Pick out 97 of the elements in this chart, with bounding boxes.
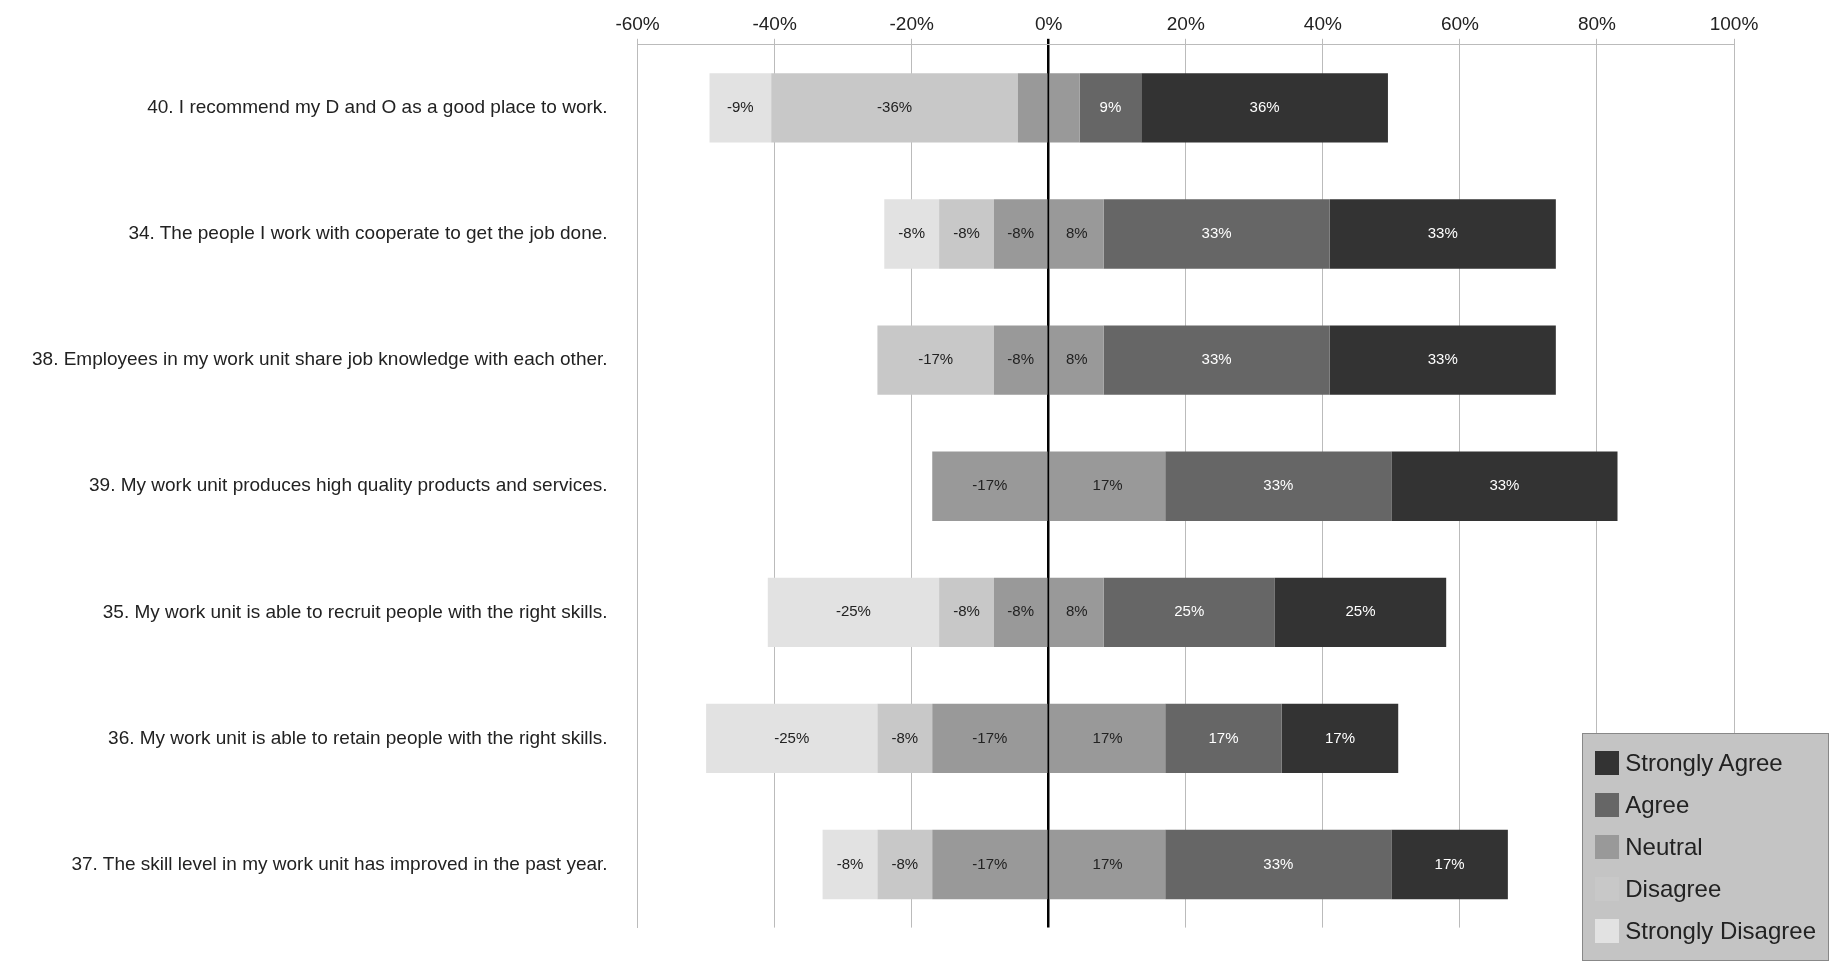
bar <box>993 199 1048 269</box>
data-label: 8% <box>1065 224 1088 242</box>
bar <box>1103 577 1275 647</box>
legend-label: Strongly Agree <box>1625 749 1783 777</box>
legend-label: Neutral <box>1625 833 1703 861</box>
data-label: -17% <box>972 476 1008 494</box>
data-label: 8% <box>1065 350 1088 368</box>
bar <box>993 577 1048 647</box>
data-label: 33% <box>1427 350 1458 368</box>
data-label: -8% <box>836 854 864 872</box>
bar <box>1165 703 1282 774</box>
y-tick-label: 36. My work unit is able to retain people with the right skills. <box>108 726 608 748</box>
bar <box>884 199 940 269</box>
bar <box>1049 325 1104 395</box>
y-tick-label: 35. My work unit is able to recruit people with the right skills. <box>102 600 608 622</box>
x-tick-label: 80% <box>1577 12 1617 34</box>
data-label: -8% <box>898 224 926 242</box>
bar <box>939 199 994 269</box>
bar <box>877 325 994 395</box>
bar <box>1049 199 1104 269</box>
x-tick-label: 60% <box>1440 12 1480 34</box>
data-label: 33% <box>1201 224 1232 242</box>
bar <box>1274 577 1447 647</box>
data-label: 17% <box>1092 728 1123 746</box>
x-tick-label: -60% <box>615 12 660 34</box>
bar <box>877 703 933 774</box>
bar <box>1049 577 1104 647</box>
bar <box>771 73 1018 143</box>
bar <box>1165 829 1392 900</box>
data-label: 8% <box>1065 602 1088 620</box>
data-label: -8% <box>1007 350 1035 368</box>
bar <box>1049 451 1166 521</box>
data-label: -9% <box>727 98 754 115</box>
data-label: -17% <box>972 728 1008 746</box>
x-tick-label: -40% <box>752 12 797 34</box>
bar <box>1103 199 1330 269</box>
bar <box>706 703 878 774</box>
bar <box>767 577 940 647</box>
data-label: -8% <box>1007 602 1035 620</box>
data-label: 33% <box>1263 476 1294 494</box>
legend-label: Agree <box>1625 791 1690 819</box>
data-label: -8% <box>953 224 980 242</box>
bar <box>877 829 933 900</box>
y-tick-label: 40. I recommend my D and O as a good place to work. <box>147 96 608 118</box>
bar <box>1049 703 1166 774</box>
bar <box>1141 73 1388 143</box>
bar <box>1049 829 1166 900</box>
data-label: -8% <box>1007 224 1035 242</box>
bar <box>709 73 772 143</box>
data-label: -8% <box>891 728 919 746</box>
bar <box>1165 451 1392 521</box>
y-tick-label: 38. Employees in my work unit share job knowledge with each other. <box>31 348 608 370</box>
data-label: 25% <box>1174 602 1205 620</box>
data-label: -8% <box>891 854 919 872</box>
y-tick-label: 39. My work unit produces high quality products and services. <box>89 474 608 496</box>
data-label: 33% <box>1427 224 1458 242</box>
data-label: 17% <box>1092 476 1123 494</box>
x-tick-label: 20% <box>1166 12 1205 34</box>
bar <box>993 325 1048 395</box>
bar <box>1329 199 1556 269</box>
y-tick-label: 37. The skill level in my work unit has improved in the past year. <box>71 852 608 874</box>
x-tick-label: 0% <box>1035 12 1063 34</box>
legend-label: Strongly Disagree <box>1625 917 1816 945</box>
data-label: -25% <box>835 602 871 620</box>
x-tick-label: 100% <box>1709 12 1759 34</box>
bar <box>1391 829 1508 900</box>
bar <box>1103 325 1330 395</box>
bar <box>1079 73 1142 143</box>
bar <box>1017 73 1048 143</box>
data-label: 33% <box>1201 350 1232 368</box>
bar <box>1329 325 1556 395</box>
data-label: -8% <box>953 602 980 620</box>
data-label: -25% <box>774 728 810 746</box>
bar <box>1281 703 1399 774</box>
data-label: 17% <box>1208 728 1239 746</box>
x-tick-label: 40% <box>1303 12 1342 34</box>
bar <box>932 829 1048 900</box>
data-label: -17% <box>918 350 954 368</box>
bar <box>1049 73 1080 143</box>
data-label: 25% <box>1345 602 1376 620</box>
data-label: -36% <box>877 98 913 115</box>
data-label: 17% <box>1434 854 1465 872</box>
bar <box>932 451 1048 521</box>
bar <box>932 703 1048 774</box>
data-label: -17% <box>972 854 1008 872</box>
bar <box>822 829 878 900</box>
data-label: 36% <box>1249 98 1280 115</box>
data-label: 17% <box>1092 854 1123 872</box>
bar <box>939 577 994 647</box>
legend-label: Disagree <box>1625 875 1722 903</box>
data-label: 17% <box>1324 728 1355 746</box>
data-label: 33% <box>1263 854 1294 872</box>
bar <box>1391 451 1618 521</box>
data-label: 9% <box>1099 98 1122 115</box>
y-tick-label: 34. The people I work with cooperate to get the job done. <box>128 222 608 244</box>
data-label: 33% <box>1489 476 1520 494</box>
x-tick-label: -20% <box>889 12 934 34</box>
